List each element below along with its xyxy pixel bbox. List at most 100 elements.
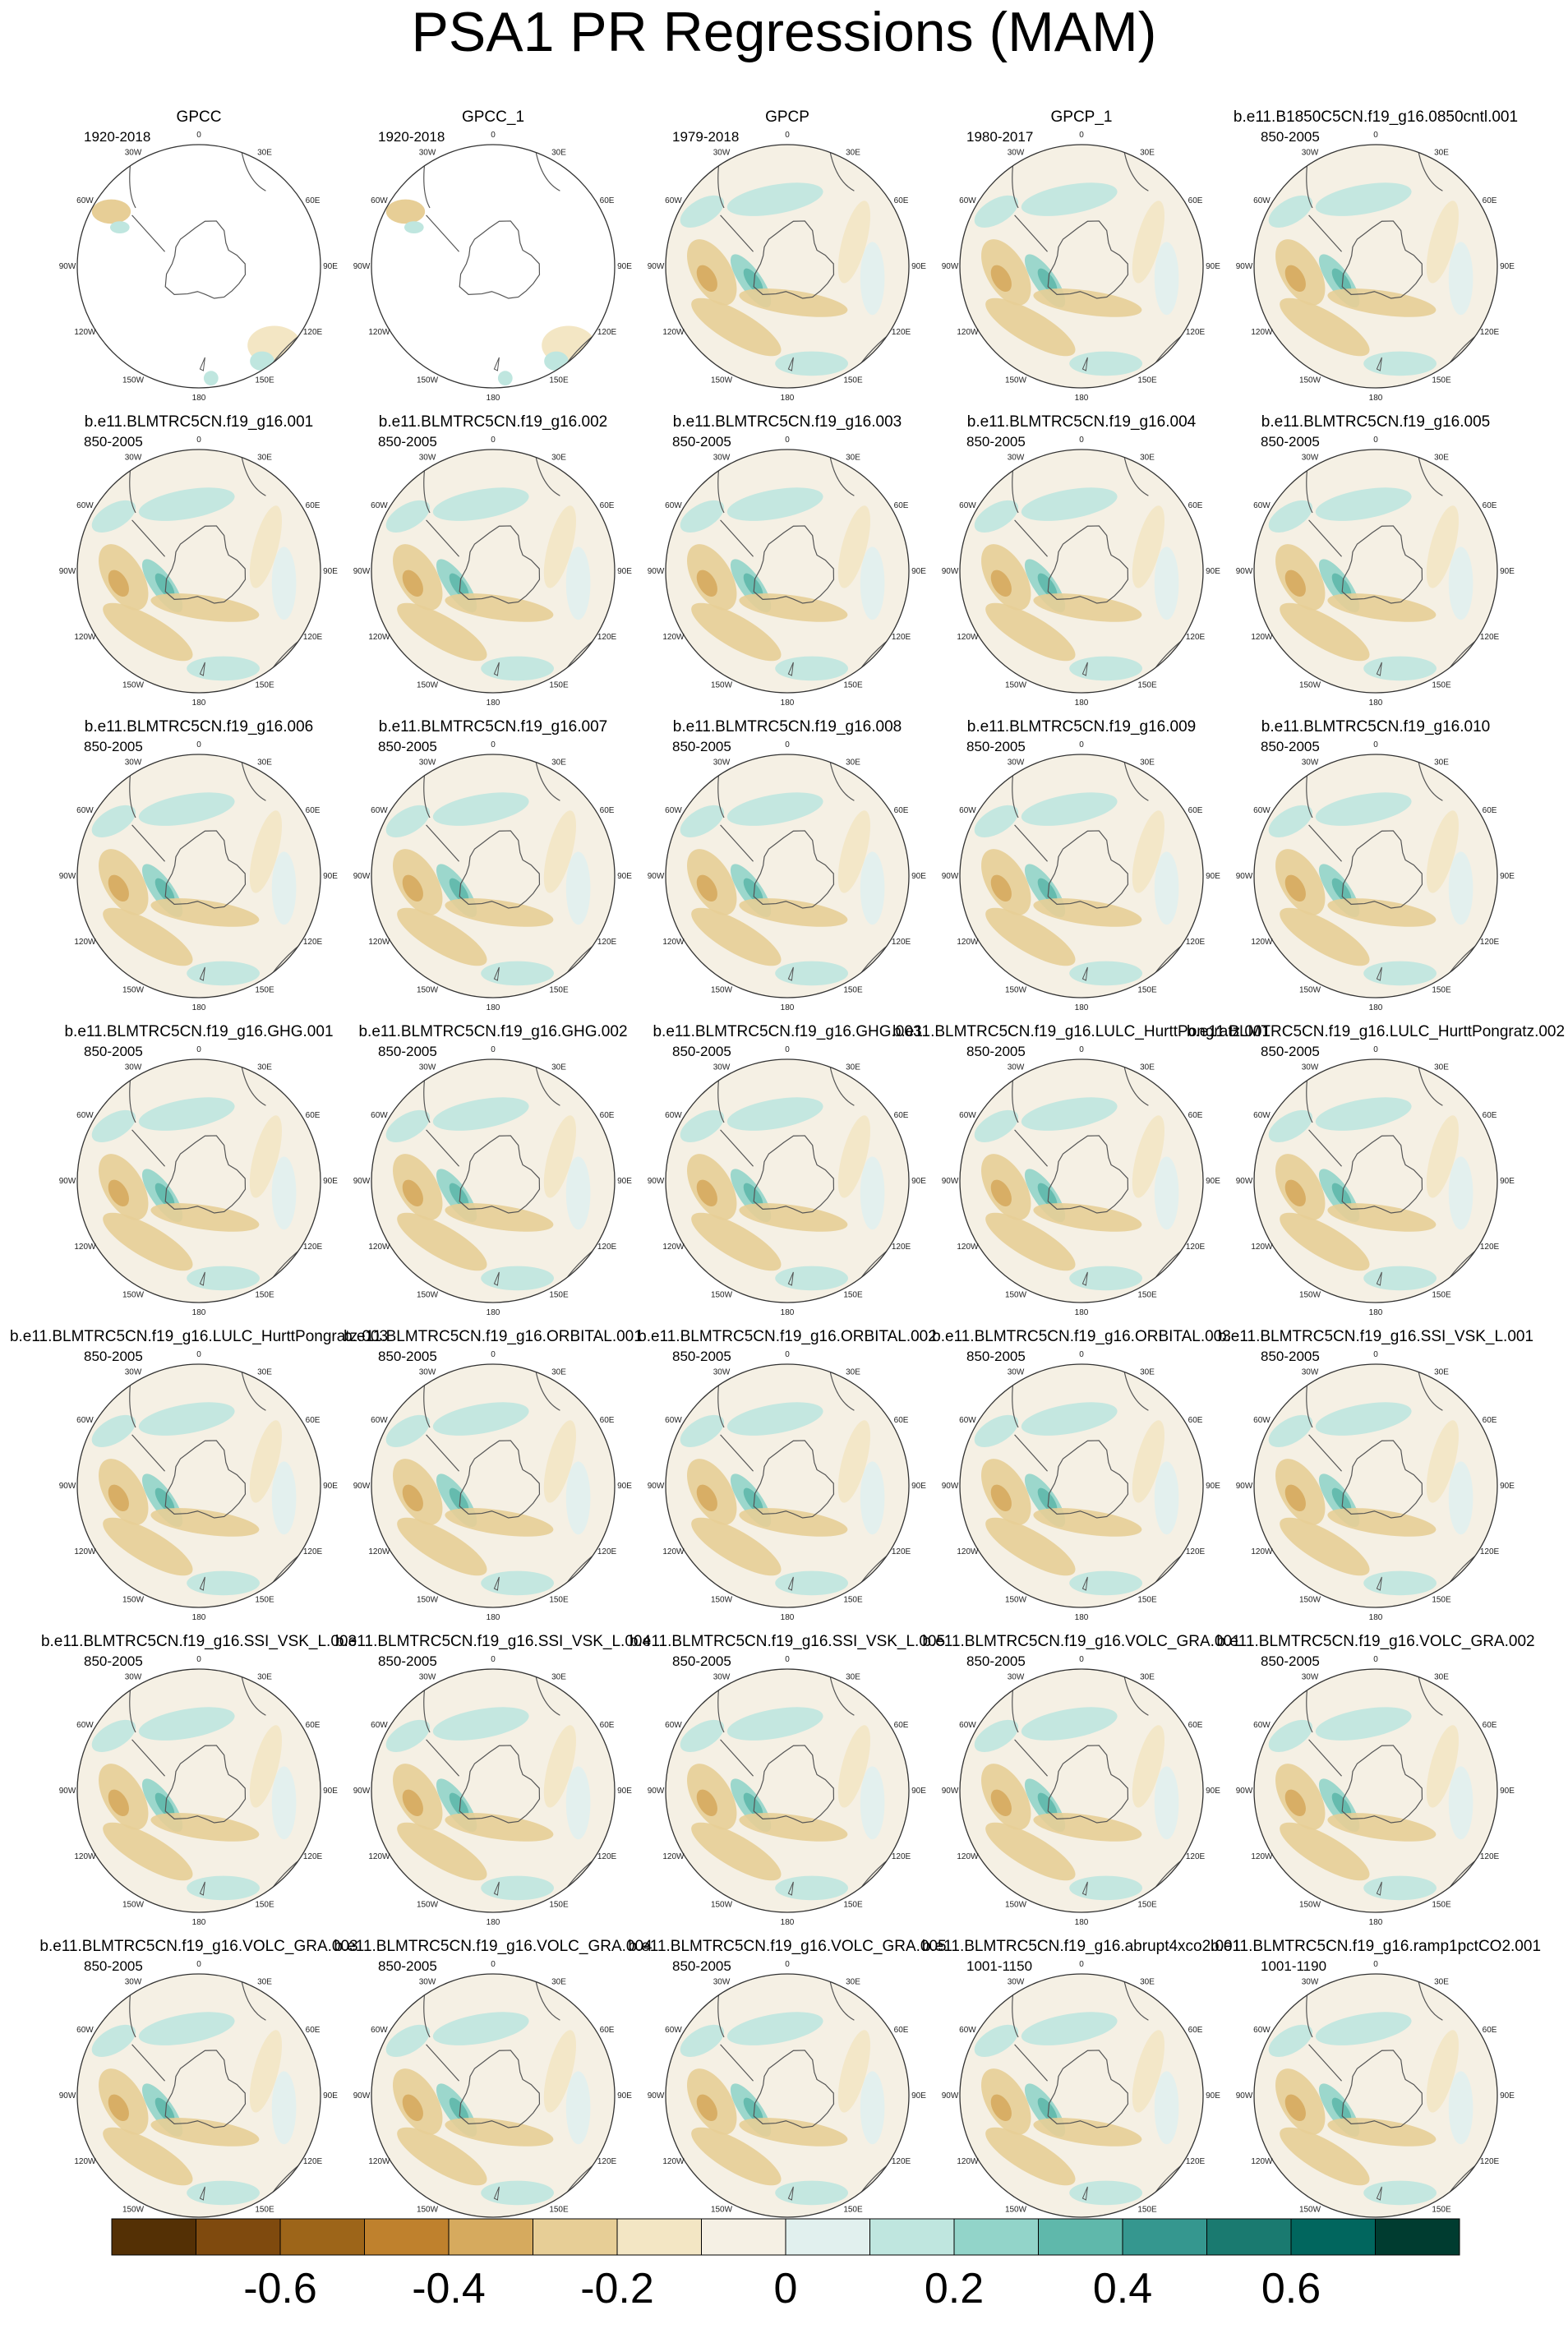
longitude-label: 150E: [549, 681, 569, 690]
longitude-label: 30E: [257, 1977, 272, 1986]
map-border: [76, 1973, 321, 2218]
coastline: [164, 220, 247, 299]
longitude-label: 90E: [1206, 2091, 1220, 2101]
longitude-label: 30E: [551, 758, 566, 767]
longitude-label: 150E: [843, 1291, 863, 1300]
regression-field: [371, 450, 615, 693]
longitude-label: 90W: [648, 1787, 665, 1796]
coastline: [459, 220, 541, 299]
map-border: [959, 1973, 1204, 2218]
map-panel: b.e11.BLMTRC5CN.f19_g16.ramp1pctCO2.001 1…: [1211, 1938, 1541, 2232]
longitude-label: 30E: [846, 148, 860, 157]
longitude-label: 30E: [846, 1063, 860, 1072]
longitude-label: 0: [1079, 1045, 1084, 1054]
colorbar-swatch: [1375, 2218, 1460, 2256]
longitude-label: 60W: [665, 2026, 682, 2035]
longitude-label: 180: [487, 394, 500, 403]
map-panel: b.e11.BLMTRC5CN.f19_g16.009 850-2005 0 30E 6…: [942, 718, 1221, 1012]
longitude-label: 120W: [368, 1852, 390, 1861]
longitude-label: 30E: [551, 453, 566, 462]
longitude-label: 90W: [942, 1787, 959, 1796]
longitude-label: 30W: [1302, 453, 1319, 462]
longitude-label: 120E: [892, 1852, 911, 1861]
map-border: [1253, 144, 1498, 389]
longitude-label: 90E: [617, 2091, 632, 2101]
map-border: [1253, 1973, 1498, 2218]
coastline: [753, 1135, 835, 1214]
longitude-label: 30E: [846, 1367, 860, 1377]
longitude-label: 150W: [1005, 1596, 1027, 1605]
longitude-label: 60E: [894, 806, 909, 815]
longitude-label: 150W: [1005, 1901, 1027, 1910]
longitude-label: 180: [1369, 1003, 1383, 1012]
panel-period: 850-2005: [1261, 434, 1320, 450]
longitude-label: 90E: [323, 567, 338, 576]
longitude-label: 30E: [1140, 1977, 1155, 1986]
longitude-label: 150W: [1005, 376, 1027, 385]
longitude-label: 150E: [1137, 2206, 1157, 2215]
longitude-label: 150E: [549, 986, 569, 995]
regression-field: [77, 1059, 321, 1303]
panel-title: b.e11.BLMTRC5CN.f19_g16.ORBITAL.002: [638, 1328, 937, 1345]
longitude-label: 180: [781, 699, 795, 708]
coastline: [753, 830, 835, 909]
longitude-label: 0: [491, 1655, 496, 1664]
coastline: [753, 525, 835, 604]
longitude-label: 150W: [1005, 986, 1027, 995]
longitude-label: 90W: [648, 2091, 665, 2101]
longitude-label: 60E: [306, 1721, 321, 1730]
regression-field: [1254, 754, 1497, 998]
longitude-label: 180: [781, 1003, 795, 1012]
map-panel: b.e11.BLMTRC5CN.f19_g16.abrupt4xco2.001 1…: [922, 1938, 1241, 2232]
coastline: [1047, 220, 1129, 299]
longitude-label: 60E: [894, 1416, 909, 1425]
colorbar-swatch: [1206, 2218, 1292, 2256]
longitude-label: 120W: [957, 1243, 979, 1252]
longitude-label: 180: [487, 1308, 500, 1317]
longitude-label: 60W: [665, 806, 682, 815]
longitude-label: 90E: [911, 567, 926, 576]
regression-field: [666, 1974, 909, 2217]
longitude-label: 120W: [1251, 2157, 1273, 2166]
map-panel: b.e11.BLMTRC5CN.f19_g16.GHG.002 850-2005 0…: [353, 1023, 633, 1317]
coastline: [1341, 1440, 1423, 1519]
panel-period: 1001-1190: [1261, 1958, 1326, 1974]
longitude-label: 150E: [1432, 1596, 1451, 1605]
longitude-label: 180: [1075, 699, 1089, 708]
longitude-label: 90W: [59, 1787, 76, 1796]
longitude-label: 90W: [648, 262, 665, 271]
longitude-label: 30W: [419, 1367, 436, 1377]
map-border: [371, 1973, 616, 2218]
coastline: [459, 830, 541, 909]
colorbar-swatch: [533, 2218, 618, 2256]
panel-period: 850-2005: [84, 1653, 143, 1669]
longitude-label: 30E: [1434, 1063, 1449, 1072]
coastline: [164, 1440, 247, 1519]
longitude-label: 150E: [1137, 1901, 1157, 1910]
panel-title: b.e11.BLMTRC5CN.f19_g16.010: [1261, 718, 1490, 736]
regression-field: [666, 145, 909, 388]
longitude-label: 120E: [1186, 328, 1206, 337]
longitude-label: 120W: [662, 1243, 685, 1252]
colorbar-swatch: [111, 2218, 196, 2256]
longitude-label: 60E: [1188, 2026, 1203, 2035]
panel-title: b.e11.BLMTRC5CN.f19_g16.007: [379, 718, 607, 736]
longitude-label: 120E: [1186, 2157, 1206, 2166]
longitude-label: 60W: [665, 501, 682, 510]
longitude-label: 150W: [1005, 2206, 1027, 2215]
panel-period: 1920-2018: [84, 129, 150, 145]
map-border: [1253, 1363, 1498, 1608]
longitude-label: 60W: [1253, 1721, 1271, 1730]
longitude-label: 0: [491, 131, 496, 140]
longitude-label: 60E: [600, 806, 615, 815]
longitude-label: 120E: [892, 1547, 911, 1556]
panel-title: b.e11.BLMTRC5CN.f19_g16.VOLC_GRA.002: [1216, 1633, 1534, 1650]
longitude-label: 30E: [257, 148, 272, 157]
longitude-label: 180: [1075, 1308, 1089, 1317]
longitude-label: 0: [1373, 131, 1378, 140]
longitude-label: 30E: [846, 453, 860, 462]
longitude-label: 0: [1373, 1350, 1378, 1359]
longitude-label: 120E: [303, 1547, 323, 1556]
regression-field: [960, 450, 1203, 693]
longitude-label: 90E: [1500, 872, 1515, 881]
